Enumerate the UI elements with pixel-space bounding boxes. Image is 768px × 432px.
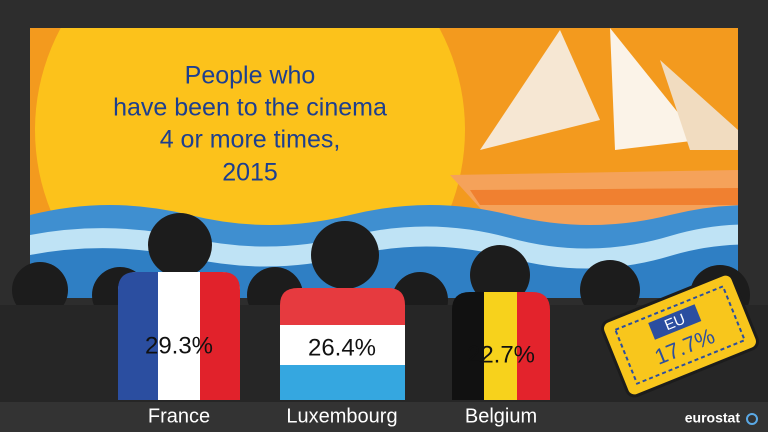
flag-luxembourg bbox=[280, 288, 405, 400]
logo: eurostat bbox=[685, 410, 741, 426]
country-name: France bbox=[148, 405, 210, 427]
eu-label: EU bbox=[662, 311, 688, 335]
value: 26.4% bbox=[308, 334, 376, 361]
sail bbox=[610, 28, 700, 150]
flag-belgium bbox=[452, 292, 550, 400]
label-bar bbox=[0, 402, 768, 432]
sail bbox=[660, 60, 738, 150]
ticket bbox=[601, 272, 759, 398]
title-line: 2015 bbox=[222, 159, 278, 187]
title-line: have been to the cinema bbox=[113, 94, 387, 122]
flag-france bbox=[118, 272, 240, 400]
country-name: Luxembourg bbox=[286, 405, 397, 427]
value: 22.7% bbox=[467, 341, 535, 368]
country-name: Belgium bbox=[465, 405, 537, 427]
sail bbox=[480, 30, 600, 150]
boat bbox=[470, 188, 738, 205]
logo-mark bbox=[746, 413, 758, 425]
title-line: People who bbox=[185, 62, 316, 90]
value: 29.3% bbox=[145, 332, 213, 359]
title-line: 4 or more times, bbox=[160, 126, 341, 154]
